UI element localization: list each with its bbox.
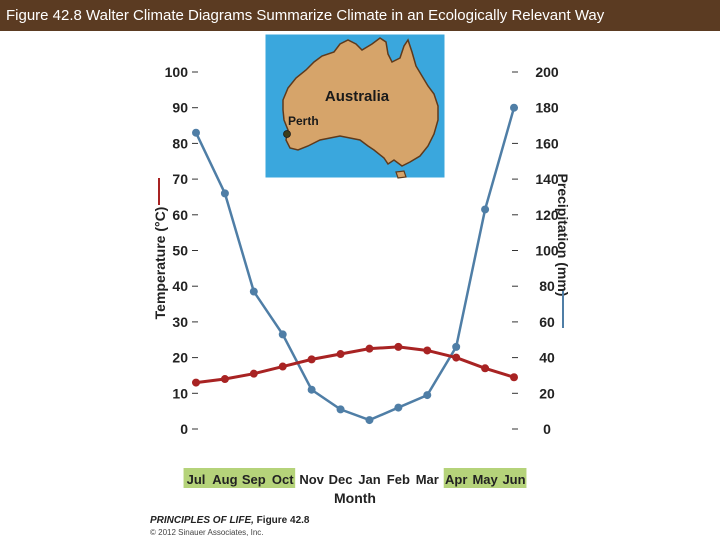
y-left-tick-label: 100: [165, 64, 189, 80]
temperature-point: [307, 355, 316, 364]
y-right-tick-label: 0: [543, 421, 551, 437]
temperature-point: [220, 375, 229, 384]
y-left-tick-label: 90: [172, 100, 188, 116]
y-left-tick-label: 20: [172, 350, 188, 366]
y-left-tick-label: 30: [172, 314, 188, 330]
precipitation-point: [278, 330, 287, 339]
perth-location-marker: [283, 130, 291, 138]
chart-axes: 0 10 20 30 40 50 60 70 80 90 100 0 20 40 60 80 100 120 140…: [165, 64, 559, 437]
season-band: [443, 468, 527, 488]
season-band: [183, 468, 296, 488]
y-left-tick-label: 70: [172, 171, 188, 187]
data-series: [192, 103, 518, 425]
y-right-tick-label: 140: [535, 171, 559, 187]
y-left-tick-label: 40: [172, 278, 188, 294]
temperature-point: [510, 373, 518, 382]
precipitation-point: [365, 416, 374, 425]
temperature-point: [423, 346, 432, 355]
month-label: Oct: [272, 472, 294, 487]
y-right-tick-label: 200: [535, 64, 559, 80]
temperature-point: [249, 369, 258, 378]
y-right-tick-label: 180: [535, 100, 559, 116]
precipitation-point: [249, 287, 258, 296]
temperature-point: [365, 344, 374, 353]
temperature-point: [394, 342, 403, 351]
month-label: Jan: [358, 472, 380, 487]
y-left-tick-label: 50: [172, 243, 188, 259]
month-label: Jul: [187, 472, 206, 487]
precipitation-point: [452, 342, 461, 351]
precipitation-point: [307, 385, 316, 394]
month-label: Aug: [212, 472, 237, 487]
y-right-tick-label: 40: [539, 350, 555, 366]
temperature-point: [452, 353, 461, 362]
y-left-tick-label: 60: [172, 207, 188, 223]
precipitation-point: [192, 128, 200, 137]
season-highlight-bands: [183, 468, 527, 488]
temperature-point: [336, 350, 345, 359]
temperature-point: [278, 362, 287, 371]
precipitation-point: [336, 405, 345, 414]
precipitation-point: [423, 391, 432, 400]
temperature-point: [481, 364, 490, 373]
month-label: Mar: [416, 472, 439, 487]
precipitation-point: [481, 205, 490, 214]
y-left-tick-label: 0: [180, 421, 188, 437]
temperature-line: [195, 345, 515, 385]
y-right-tick-label: 80: [539, 278, 555, 294]
left-axis-title-group: Temperature (°C): [152, 207, 168, 320]
x-axis-title: Month: [334, 490, 376, 506]
y-axis-right-title: Precipitation (mm): [555, 174, 571, 297]
month-labels: Jul Aug Sep Oct Nov Dec Jan Feb Mar Apr May Jun: [187, 472, 526, 487]
credit-line: PRINCIPLES OF LIFE, Figure 42.8: [150, 515, 309, 526]
y-right-tick-label: 60: [539, 314, 555, 330]
month-label: Sep: [242, 472, 266, 487]
australia-landmass: [282, 37, 439, 167]
month-label: Jun: [502, 472, 525, 487]
y-right-tick-label: 100: [535, 243, 559, 259]
precipitation-point: [510, 103, 518, 112]
month-label: Apr: [445, 472, 467, 487]
precipitation-line: [194, 107, 516, 422]
credit-book: PRINCIPLES OF LIFE,: [150, 515, 254, 526]
month-label: May: [472, 472, 498, 487]
page-title: Figure 42.8 Walter Climate Diagrams Summ…: [0, 0, 720, 31]
map-country-label: Australia: [325, 88, 390, 105]
month-label: Feb: [387, 472, 410, 487]
y-left-tick-label: 10: [172, 385, 188, 401]
tasmania: [395, 170, 407, 179]
credit-figure: Figure 42.8: [253, 515, 310, 526]
precipitation-point: [220, 189, 229, 198]
y-right-tick-label: 120: [535, 207, 559, 223]
y-right-tick-label: 20: [539, 385, 555, 401]
right-axis-title-group: Precipitation (mm): [555, 174, 571, 297]
y-left-tick-label: 80: [172, 135, 188, 151]
copyright-line: © 2012 Sinauer Associates, Inc.: [150, 528, 264, 537]
month-label: Dec: [329, 472, 353, 487]
y-axis-left-title: Temperature (°C): [152, 207, 168, 320]
temperature-point: [192, 378, 200, 387]
precipitation-point: [394, 403, 403, 412]
y-right-tick-label: 160: [535, 135, 559, 151]
map-city-label: Perth: [288, 114, 319, 128]
month-label: Nov: [299, 472, 324, 487]
australia-map: Australia Perth: [264, 33, 446, 179]
